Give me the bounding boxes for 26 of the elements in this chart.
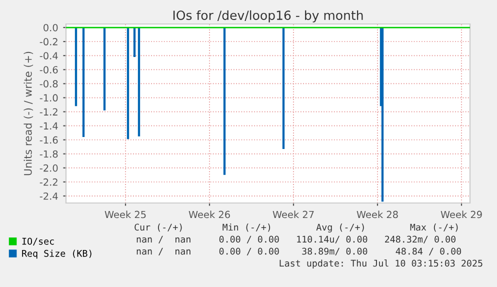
y-tick-label: -2.2 (40, 178, 58, 186)
x-tick-label: Week 27 (272, 210, 314, 218)
x-tick-label: Week 25 (104, 210, 146, 218)
y-tick-label: -1.4 (40, 122, 58, 130)
y-tick-label: -2.4 (40, 192, 58, 200)
y-tick-label: -1.8 (40, 150, 58, 158)
y-tick-label: -0.4 (40, 52, 58, 60)
y-tick-label: -0.8 (40, 80, 58, 88)
y-tick-label: -1.0 (40, 94, 58, 102)
text: Cur (-/+) Min (-/+) Avg (-/+) Max (-/+) (134, 224, 458, 232)
legend-label: IO/sec (22, 238, 54, 246)
y-axis-title: Units read (-) / write (+) (24, 52, 34, 176)
y-tick-label: -1.6 (40, 136, 58, 144)
text: nan / nan 0.00 / 0.00 38.89m/ 0.00 48.84 / 0.00 (136, 248, 462, 256)
text: Last update: Thu Jul 10 03:15:03 2025 (280, 260, 482, 268)
text: nan / nan 0.00 / 0.00 110.14u/ 0.00 248.32m/ 0.00 (136, 236, 456, 244)
x-tick-label: Week 29 (440, 210, 482, 218)
y-tick-label: -0.2 (40, 38, 58, 46)
x-tick-label: Week 28 (356, 210, 398, 218)
y-tick-label: -1.2 (40, 108, 58, 116)
y-tick-label: -2.0 (40, 164, 58, 172)
x-tick-label: Week 26 (188, 210, 230, 218)
y-tick-label: 0.0 (44, 24, 58, 32)
legend-label: Req Size (KB) (22, 250, 92, 259)
chart-title: IOs for /dev/loop16 - by month (173, 10, 363, 22)
y-tick-label: -0.6 (40, 66, 58, 74)
